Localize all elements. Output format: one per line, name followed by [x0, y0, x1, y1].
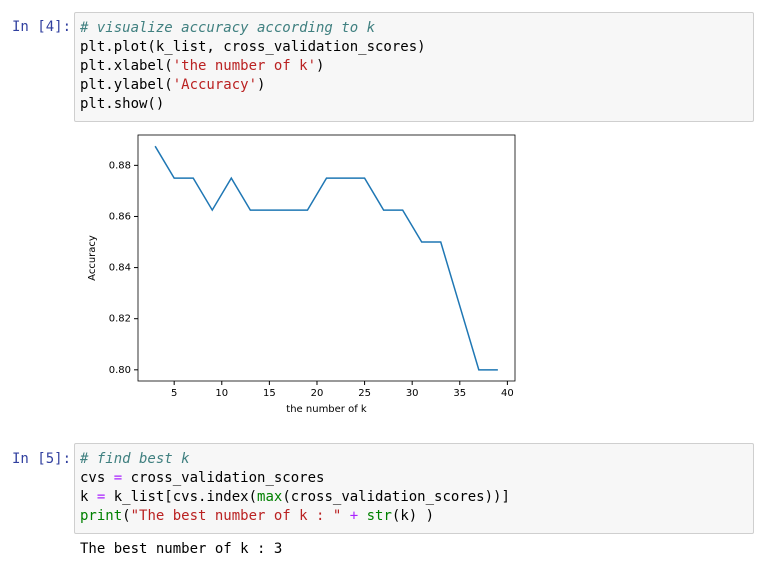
line-series [154, 145, 498, 371]
code-token: = [96, 489, 106, 505]
code-line: print("The best number of k : " + str(k)… [80, 507, 748, 526]
code-token: 'Accuracy' [172, 77, 258, 93]
x-tick-label: 10 [215, 388, 228, 399]
code-token: k [80, 489, 97, 505]
code-line: # visualize accuracy according to k [80, 19, 748, 38]
code-token: plt.show() [80, 96, 165, 112]
x-tick-label: 35 [453, 388, 466, 399]
code-token: (k) ) [391, 508, 435, 524]
code-token: "The best number of k : " [130, 508, 342, 524]
chart: 5 10 15 20 25 30 35 40 0.80 0.82 0.84 0.86 0.88 the n… [87, 134, 516, 415]
code-token: # visualize accuracy according to k [80, 20, 376, 36]
code-token: ( [122, 508, 131, 524]
code-token: print [80, 508, 123, 524]
plot-frame [137, 134, 516, 382]
code-cell[interactable]: # find best k cvs = cross_validation_scor… [74, 443, 754, 534]
code-line: plt.xlabel('the number of k') [80, 57, 748, 76]
x-tick-label: 5 [171, 388, 177, 399]
y-tick-label: 0.86 [109, 211, 131, 222]
prompt: In [5]: [12, 451, 72, 467]
prompt: In [4]: [12, 19, 72, 35]
code-token: = [113, 470, 123, 486]
code-line: plt.plot(k_list, cross_validation_scores… [80, 38, 748, 57]
code-cell[interactable]: # visualize accuracy according to k plt.p… [74, 12, 754, 122]
code-token: plt.plot(k_list, cross_validation_scores… [80, 39, 426, 55]
code-token: cross_validation_scores [122, 470, 325, 486]
code-line: # find best k [80, 450, 748, 469]
code-token: str [366, 508, 392, 524]
x-axis-label: the number of k [286, 404, 367, 415]
code-token: ) [316, 58, 325, 74]
y-tick-label: 0.80 [109, 365, 131, 376]
code-token: # find best k [80, 451, 190, 467]
code-line: plt.ylabel('Accuracy') [80, 76, 748, 95]
code-token: + [349, 508, 359, 524]
y-axis-label: Accuracy [87, 235, 98, 281]
code-token: 'the number of k' [172, 58, 317, 74]
x-tick-label: 25 [358, 388, 371, 399]
code-line: k = k_list[cvs.index(max(cross_validatio… [80, 488, 748, 507]
code-token: max [257, 489, 283, 505]
code-token: ) [257, 77, 266, 93]
x-tick-label: 40 [501, 388, 514, 399]
code-line: cvs = cross_validation_scores [80, 469, 748, 488]
code-token: cvs [80, 470, 114, 486]
code-token: plt.ylabel( [80, 77, 173, 93]
x-tick-label: 30 [406, 388, 419, 399]
code-token: plt.xlabel( [80, 58, 173, 74]
cell-output: The best number of k : 3 [80, 541, 283, 557]
y-tick-label: 0.84 [109, 263, 131, 274]
code-token: k_list[cvs.index( [105, 489, 258, 505]
code-token [341, 508, 349, 524]
x-tick-label: 15 [263, 388, 276, 399]
code-token: (cross_validation_scores))] [282, 489, 510, 505]
code-token [358, 508, 366, 524]
y-tick-label: 0.82 [109, 314, 131, 325]
y-tick-label: 0.88 [109, 160, 131, 171]
code-line: plt.show() [80, 95, 748, 114]
x-tick-label: 20 [311, 388, 324, 399]
